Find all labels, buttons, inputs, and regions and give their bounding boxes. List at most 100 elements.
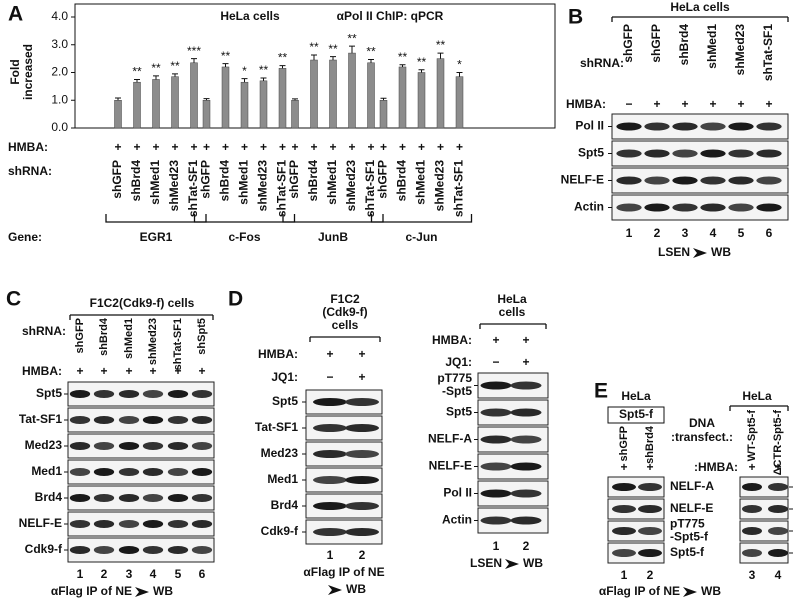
panel-title: cells bbox=[499, 305, 526, 319]
band bbox=[69, 520, 91, 528]
error-bar bbox=[115, 97, 121, 101]
band bbox=[638, 483, 662, 491]
band bbox=[118, 520, 140, 528]
x-tick-label: shMed1 bbox=[414, 160, 428, 205]
blot-strip bbox=[67, 433, 215, 459]
lane-number: 2 bbox=[101, 567, 108, 581]
band bbox=[612, 549, 636, 557]
band bbox=[510, 516, 542, 525]
panel-label: D bbox=[228, 288, 243, 311]
x-tick-label: shTat-SF1 bbox=[452, 160, 466, 217]
band bbox=[742, 483, 762, 491]
bar bbox=[348, 52, 356, 129]
lane-number: 1 bbox=[327, 548, 334, 562]
band bbox=[644, 149, 670, 158]
band bbox=[345, 502, 379, 510]
error-bar bbox=[456, 72, 463, 77]
band bbox=[756, 176, 782, 185]
row-label: shRNA: bbox=[580, 56, 624, 70]
band bbox=[93, 390, 115, 398]
lane-number: 5 bbox=[175, 567, 182, 581]
arrow bbox=[135, 587, 149, 597]
band bbox=[167, 390, 189, 398]
arrow bbox=[505, 559, 519, 569]
significance-label: ** bbox=[151, 61, 161, 75]
annotation: αPol II ChIP: qPCR bbox=[337, 9, 444, 23]
lane-label: shGFP bbox=[618, 426, 630, 461]
condition-mark: + bbox=[260, 140, 267, 154]
lane-number: 2 bbox=[359, 548, 366, 562]
band bbox=[480, 516, 512, 525]
lane-label: shMed1 bbox=[123, 318, 135, 359]
condition-mark: + bbox=[620, 460, 627, 474]
condition-mark: + bbox=[358, 347, 365, 361]
condition-mark: + bbox=[774, 460, 781, 474]
band bbox=[480, 462, 512, 471]
band bbox=[167, 546, 189, 554]
footer-text: LSEN bbox=[470, 556, 502, 570]
bar bbox=[190, 62, 198, 129]
error-bar bbox=[222, 63, 229, 67]
band bbox=[756, 149, 782, 158]
blot-label: NELF-A bbox=[670, 479, 714, 493]
error-bar bbox=[368, 58, 374, 63]
band bbox=[313, 528, 347, 536]
footer-text: WB bbox=[346, 582, 366, 596]
band bbox=[700, 203, 726, 212]
row-label: Gene: bbox=[8, 230, 42, 244]
bar bbox=[221, 66, 230, 129]
x-tick-label: shMed1 bbox=[148, 160, 162, 205]
band bbox=[142, 494, 164, 502]
significance-label: ** bbox=[221, 49, 231, 63]
lane-number: 1 bbox=[493, 539, 500, 553]
arrow bbox=[693, 248, 707, 258]
condition-mark: − bbox=[625, 97, 632, 111]
band bbox=[700, 122, 726, 131]
band bbox=[612, 527, 636, 535]
band bbox=[644, 122, 670, 131]
condition-mark: + bbox=[646, 460, 653, 474]
band bbox=[313, 450, 347, 458]
band bbox=[616, 203, 642, 212]
lane-number: 4 bbox=[150, 567, 157, 581]
footer-text: LSEN bbox=[658, 245, 690, 259]
band bbox=[142, 416, 164, 424]
band bbox=[345, 398, 379, 406]
blot-label: Pol II bbox=[443, 486, 472, 500]
lane-number: 2 bbox=[647, 568, 654, 582]
row-label: HMBA: bbox=[8, 140, 48, 154]
blot-strip bbox=[67, 381, 215, 407]
band bbox=[93, 416, 115, 424]
row-label: :transfect.: bbox=[671, 430, 733, 444]
blot-label: Cdk9-f bbox=[25, 542, 63, 556]
blot-label: Spt5 bbox=[446, 405, 472, 419]
error-bar bbox=[203, 98, 210, 101]
band bbox=[768, 483, 788, 491]
condition-mark: + bbox=[203, 140, 210, 154]
condition-mark: + bbox=[133, 140, 140, 154]
band bbox=[167, 442, 189, 450]
lane-label: shBrd4 bbox=[677, 24, 691, 66]
band bbox=[756, 122, 782, 131]
error-bar bbox=[349, 45, 355, 54]
blot-label: Med1 bbox=[267, 472, 298, 486]
band bbox=[93, 468, 115, 476]
panel-label: E bbox=[594, 380, 608, 403]
band bbox=[672, 122, 698, 131]
panel-title: HeLa bbox=[497, 292, 527, 306]
lane-label: shMed1 bbox=[705, 24, 719, 69]
panel-label: A bbox=[8, 3, 23, 26]
error-bar bbox=[330, 56, 336, 61]
lane-label: shSpt5 bbox=[196, 318, 208, 355]
x-tick-label: shTat-SF1 bbox=[275, 160, 289, 217]
band bbox=[742, 549, 762, 557]
condition-label: HMBA: bbox=[258, 347, 298, 361]
y-tick-label: 4.0 bbox=[51, 9, 68, 23]
band bbox=[480, 489, 512, 498]
band bbox=[69, 442, 91, 450]
band bbox=[638, 549, 662, 557]
band bbox=[313, 398, 347, 406]
group-bracket bbox=[370, 214, 473, 223]
lane-label: shGFP bbox=[649, 24, 663, 63]
